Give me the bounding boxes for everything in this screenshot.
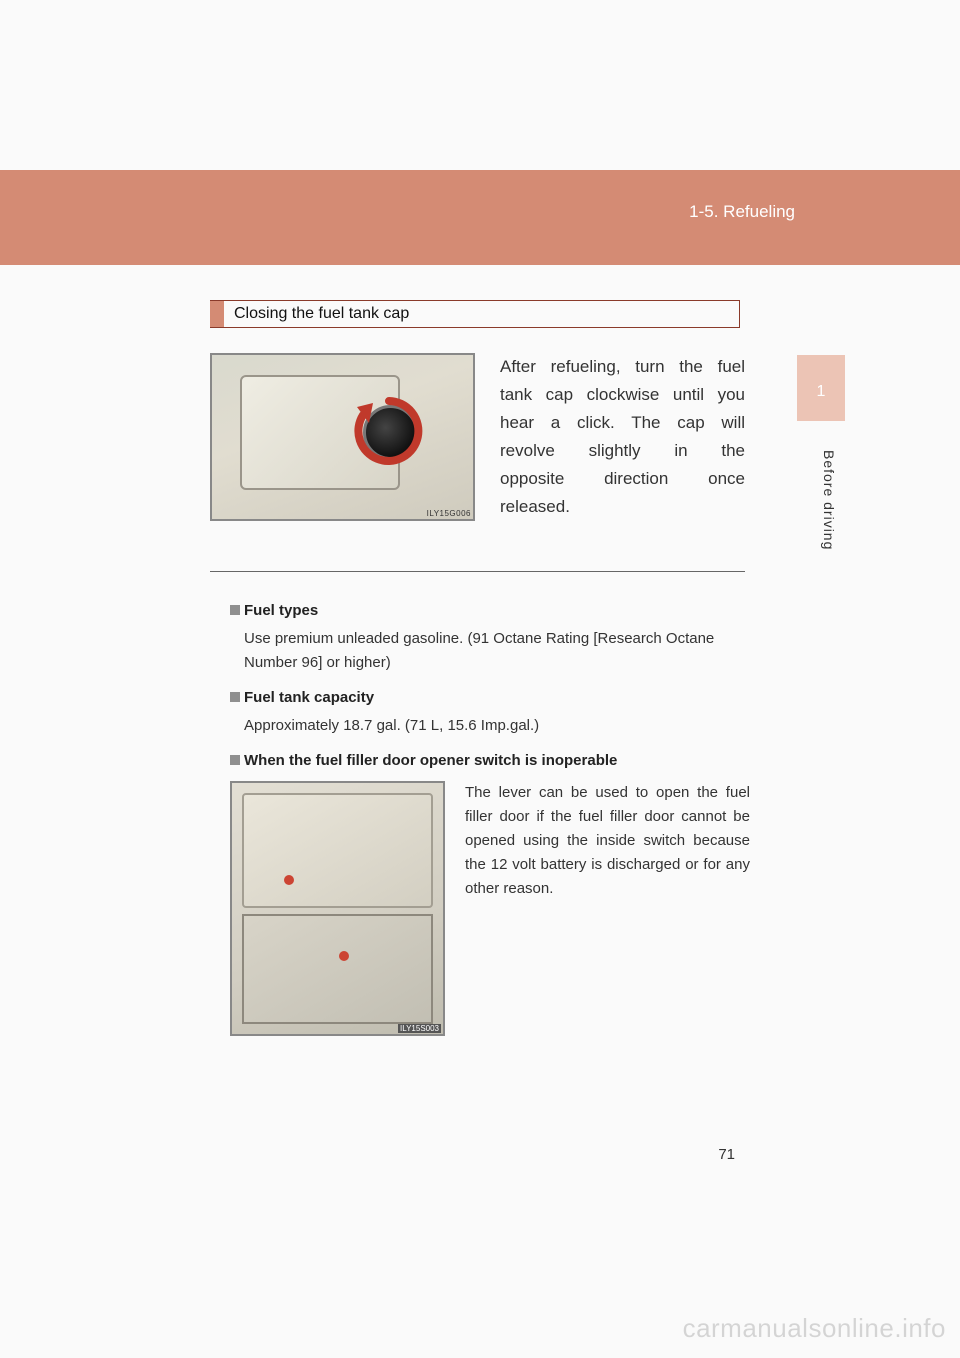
notes-block: Fuel types Use premium unleaded gasoline… (230, 602, 750, 1036)
trunk-shape (242, 793, 433, 908)
section-title: Closing the fuel tank cap (234, 301, 409, 327)
red-arrow-icon (284, 875, 294, 885)
note-title: When the fuel filler door opener switch … (244, 752, 617, 769)
inoperable-row: ILY15S003 The lever can be used to open … (230, 781, 750, 1036)
bullet-square-icon (230, 605, 240, 615)
figure-caption: ILY15S003 (398, 1024, 441, 1033)
bullet-square-icon (230, 692, 240, 702)
bullet-square-icon (230, 755, 240, 765)
note-head-capacity: Fuel tank capacity (230, 689, 750, 706)
note-head-fuel-types: Fuel types (230, 602, 750, 619)
page-content: Closing the fuel tank cap ILY15G006 Afte… (210, 300, 780, 1036)
page-number: 71 (718, 1146, 735, 1163)
figure-closing-cap: ILY15G006 (210, 353, 475, 521)
figure-trunk-lever: ILY15S003 (230, 781, 445, 1036)
chapter-number: 1 (797, 383, 845, 401)
note-head-inoperable: When the fuel filler door opener switch … (230, 752, 750, 769)
breadcrumb: 1-5. Refueling (689, 202, 795, 222)
header-band: 1-5. Refueling (0, 170, 960, 265)
figure-caption: ILY15G006 (427, 509, 471, 518)
chapter-tab: 1 (797, 355, 845, 421)
inset-shape (242, 914, 433, 1024)
closing-cap-text: After refueling, turn the fuel tank cap … (500, 353, 745, 521)
red-arrow-icon (339, 951, 349, 961)
watermark: carmanualsonline.info (683, 1313, 946, 1344)
section-heading: Closing the fuel tank cap (210, 300, 740, 328)
rotate-arrow-icon (353, 395, 425, 467)
closing-cap-row: ILY15G006 After refueling, turn the fuel… (210, 353, 745, 572)
section-accent-bar (210, 301, 224, 327)
note-title: Fuel tank capacity (244, 689, 374, 706)
chapter-label: Before driving (821, 450, 837, 550)
note-body-fuel-types: Use premium unleaded gasoline. (91 Octan… (244, 627, 750, 675)
note-title: Fuel types (244, 602, 318, 619)
note-body-capacity: Approximately 18.7 gal. (71 L, 15.6 Imp.… (244, 714, 750, 738)
inoperable-text: The lever can be used to open the fuel f… (465, 781, 750, 901)
